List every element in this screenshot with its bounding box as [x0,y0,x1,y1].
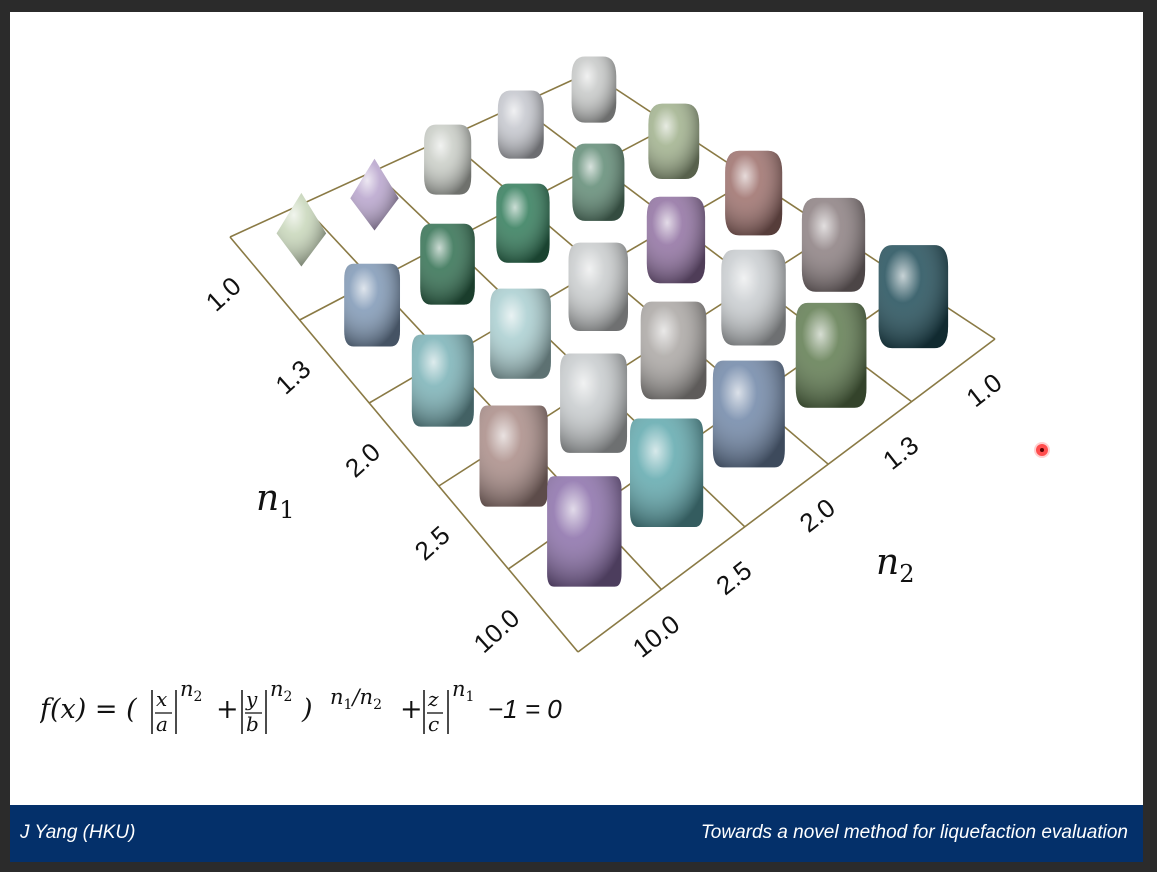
n2-tick-label: 10.0 [627,609,685,664]
n1-tick-label: 1.3 [269,354,316,400]
n2-tick-label: 2.5 [710,555,757,601]
superquadric-shape [547,476,622,587]
superquadric-shape [424,124,472,195]
superquadric-shape [572,143,625,221]
superquadric-shape [725,150,783,236]
superquadric-shape [490,288,551,379]
superquadric-shape [712,360,785,468]
grid-line [229,236,579,653]
superquadric-shape [568,242,629,331]
svg-text:−1 = 0: −1 = 0 [488,694,562,724]
superquadric-shape [420,223,475,305]
superquadric-shape [571,56,617,123]
superquadric-shape [630,418,704,528]
svg-text:y: y [245,687,258,711]
superquadric-figure: 1.0 1.3 2.0 2.5 10.0 1.0 1.3 2.0 2.5 10.0 n1 n2 [200,56,1008,664]
superquadric-shape [496,183,550,263]
superquadric-shape [350,158,399,231]
n2-tick-label: 1.3 [877,430,924,476]
grid-line [577,338,996,653]
superquadric-shape [640,301,707,400]
slide-footer: J Yang (HKU) Towards a novel method for … [10,805,1143,862]
footer-author: J Yang (HKU) [20,822,136,843]
svg-text:x: x [156,687,167,711]
laser-pointer-icon [1036,444,1048,456]
superquadric-shape [801,197,866,292]
svg-text:+: + [216,694,239,725]
superquadric-shape [646,196,706,284]
svg-text:): ) [301,694,313,725]
footer-talk-title: Towards a novel method for liquefaction … [700,822,1128,843]
svg-text:n1: n1 [452,680,474,705]
formula-lhs: f(x) = ( [40,694,138,725]
svg-text:n2: n2 [270,680,292,705]
superquadric-shape [878,245,949,349]
slide: 1.0 1.3 2.0 2.5 10.0 1.0 1.3 2.0 2.5 10.0 n1 n2 … [10,12,1143,862]
n2-tick-label: 2.0 [794,492,841,538]
superquadric-shape [497,90,544,159]
superquadric-shape [721,249,786,346]
n2-axis-label: n2 [876,542,914,588]
n1-axis-label: n1 [256,478,294,524]
svg-text:+: + [400,694,423,725]
n1-tick-label: 2.0 [339,437,386,483]
svg-text:a: a [156,712,168,736]
superquadric-shape [276,192,327,267]
superquadric-shape [648,103,700,180]
svg-text:z: z [427,687,439,711]
n1-tick-label: 1.0 [200,271,247,317]
svg-text:c: c [428,712,439,736]
n1-tick-label: 10.0 [468,603,526,659]
superquadric-shape [344,263,401,347]
svg-text:b: b [246,712,259,736]
svg-text:n2: n2 [180,680,202,705]
superquadric-shape [479,405,548,507]
superquadric-shape [795,302,867,408]
shape-array [276,56,949,587]
superquadric-formula: f(x) = ( x a n2 + y b n2 ) n1/n2 + z c n… [40,680,562,736]
superquadric-shape [411,334,474,427]
superquadric-shape [560,353,628,453]
n1-tick-label: 2.5 [409,520,456,566]
svg-text:n1/n2: n1/n2 [330,685,382,713]
n2-tick-label: 1.0 [961,367,1008,413]
